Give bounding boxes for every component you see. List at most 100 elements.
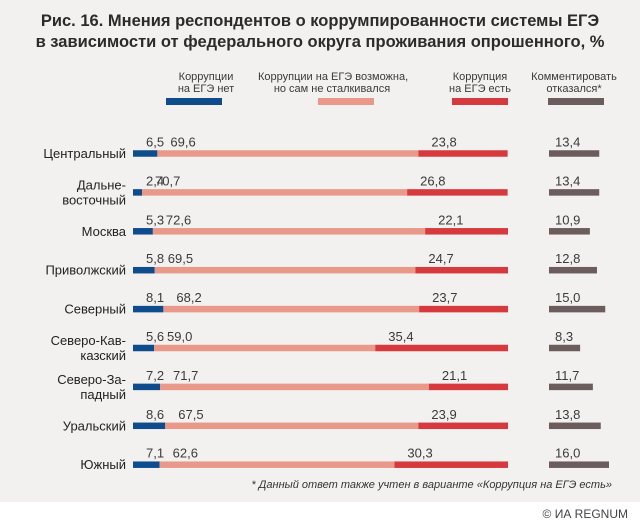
legend-label-corruption-exists: Коррупция на ЕГЭ есть: [449, 71, 511, 95]
bar-declined: [549, 344, 581, 352]
value-label-exists: 26,8: [420, 173, 445, 188]
value-label-exists: 23,9: [431, 407, 456, 422]
category-label: Центральный: [43, 146, 126, 161]
bar-exists: [375, 344, 508, 352]
bar-exists: [428, 383, 508, 391]
value-label-declined: 16,0: [555, 446, 580, 461]
value-label-exists: 35,4: [388, 329, 413, 344]
bar-exists: [394, 461, 508, 468]
value-label-declined: 11,7: [555, 368, 579, 383]
value-label-exists: 30,3: [407, 446, 432, 461]
chart-title-line-1: Рис. 16. Мнения респондентов о коррумпир…: [40, 12, 600, 30]
value-label-possible: 69,6: [170, 135, 195, 150]
bar-possible: [152, 228, 426, 235]
bar-exists: [415, 266, 508, 274]
value-label-no-corruption: 5,6: [146, 329, 164, 344]
legend-swatch-possible-corruption: [318, 98, 374, 105]
value-label-no-corruption: 5,3: [146, 212, 164, 227]
value-label-possible: 69,5: [168, 251, 193, 266]
bar-exists: [425, 228, 508, 235]
chart-title: Рис. 16. Мнения респондентов о коррумпир…: [0, 11, 640, 53]
bar-no-corruption: [133, 344, 154, 352]
value-label-exists: 23,7: [432, 290, 457, 305]
footer: © ИА REGNUM: [0, 502, 640, 523]
bar-no-corruption: [133, 383, 160, 391]
legend-label-no-corruption: Коррупции на ЕГЭ нет: [177, 71, 235, 95]
footnote: * Данный ответ также учтен в варианте «К…: [251, 479, 612, 491]
legend-swatch-declined: [548, 98, 604, 105]
bar-possible: [163, 305, 420, 313]
value-label-declined: 13,8: [555, 407, 580, 422]
bar-declined: [549, 266, 597, 274]
value-label-declined: 8,3: [555, 329, 573, 344]
bar-no-corruption: [133, 305, 164, 313]
value-label-no-corruption: 2,4: [146, 173, 164, 188]
category-label: восточный: [62, 192, 126, 207]
value-label-possible: 72,6: [166, 212, 191, 227]
value-label-no-corruption: 7,2: [146, 368, 164, 383]
value-label-possible: 70,7: [155, 173, 180, 188]
legend-label-possible-corruption: Коррупции на ЕГЭ возможна, но сам не стал…: [258, 71, 409, 95]
category-label: Северный: [64, 302, 126, 317]
bar-no-corruption: [133, 266, 155, 274]
value-label-possible: 71,7: [173, 368, 198, 383]
value-label-possible: 62,6: [173, 446, 198, 461]
bar-exists: [419, 305, 508, 313]
category-label: Северо-За-: [57, 372, 126, 387]
value-label-no-corruption: 6,5: [146, 135, 164, 150]
legend-swatch-corruption-exists: [452, 98, 508, 105]
bar-declined: [549, 461, 609, 468]
value-label-no-corruption: 7,1: [146, 446, 164, 461]
value-label-exists: 24,7: [428, 251, 453, 266]
category-label: Приволжский: [45, 263, 126, 278]
value-label-declined: 12,8: [555, 251, 580, 266]
value-label-exists: 23,8: [431, 135, 456, 150]
bar-exists: [418, 150, 508, 157]
bar-declined: [549, 150, 600, 157]
bar-possible: [157, 150, 419, 157]
value-label-declined: 15,0: [555, 290, 580, 305]
bar-no-corruption: [133, 422, 166, 430]
category-label: падный: [80, 387, 126, 402]
bar-declined: [549, 189, 600, 196]
source-credit: © ИА REGNUM: [542, 507, 628, 521]
bar-no-corruption: [133, 228, 153, 235]
bar-possible: [142, 189, 408, 196]
category-label: Южный: [80, 457, 126, 472]
value-label-possible: 68,2: [176, 290, 201, 305]
category-label: Москва: [82, 224, 127, 239]
bar-possible: [159, 461, 395, 468]
bar-declined: [549, 228, 590, 235]
legend-swatch-no-corruption: [166, 98, 222, 105]
bar-no-corruption: [133, 150, 158, 157]
value-label-no-corruption: 5,8: [146, 251, 164, 266]
value-label-declined: 13,4: [555, 173, 580, 188]
bar-no-corruption: [133, 461, 160, 468]
category-label: Дальне-: [77, 177, 126, 192]
value-label-possible: 67,5: [178, 407, 203, 422]
category-label: Уральский: [63, 418, 126, 433]
legend-label-declined: Комментировать отказался*: [531, 71, 617, 95]
value-label-declined: 13,4: [555, 135, 580, 150]
chart-title-line-2: в зависимости от федерального округа про…: [35, 33, 605, 51]
bar-exists: [407, 189, 508, 196]
value-label-exists: 21,1: [442, 368, 467, 383]
bar-no-corruption: [133, 189, 142, 196]
value-label-no-corruption: 8,6: [146, 407, 164, 422]
bar-possible: [154, 344, 376, 352]
value-label-exists: 22,1: [438, 212, 463, 227]
bar-exists: [418, 422, 508, 430]
value-label-declined: 10,9: [555, 212, 580, 227]
bar-declined: [549, 422, 601, 430]
bar-declined: [549, 383, 593, 391]
bar-possible: [160, 383, 429, 391]
bar-declined: [549, 305, 606, 313]
category-label: Северо-Кав-: [51, 333, 126, 348]
category-label: казский: [80, 348, 126, 363]
bar-possible: [165, 422, 419, 430]
value-label-possible: 59,0: [167, 329, 192, 344]
bar-possible: [154, 266, 416, 274]
value-label-no-corruption: 8,1: [146, 290, 164, 305]
